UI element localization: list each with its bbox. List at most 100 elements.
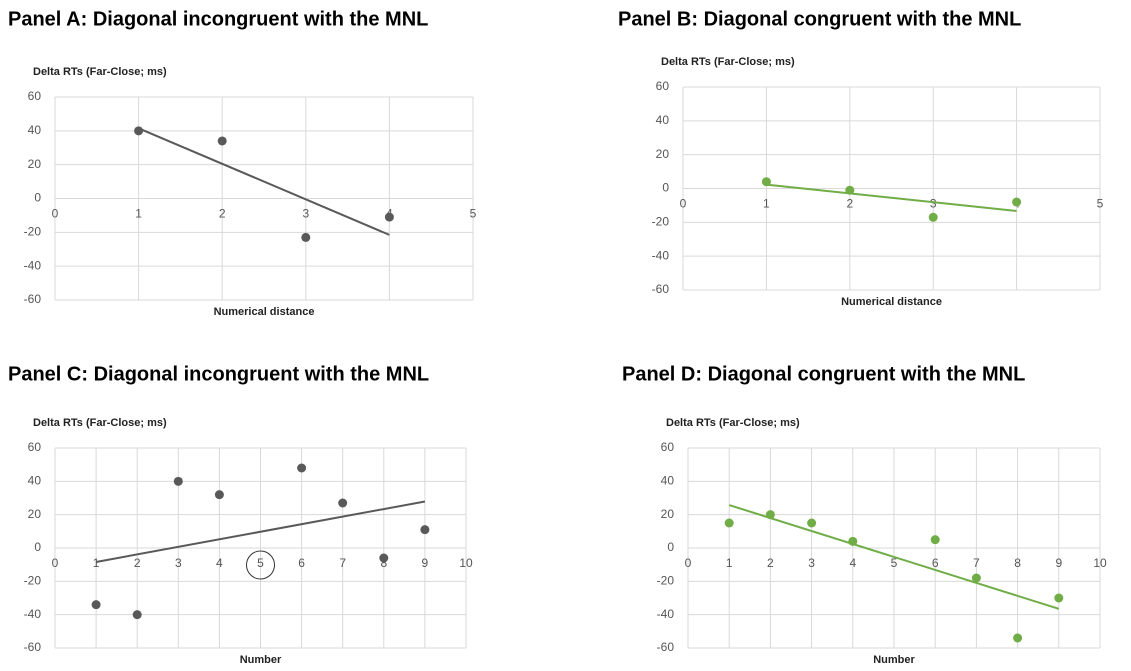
point: [173, 476, 183, 486]
point: [132, 610, 142, 620]
x-axis-title: Number: [240, 654, 282, 666]
x-tick-label: 5: [470, 207, 477, 221]
y-tick-label: 60: [28, 89, 42, 103]
x-tick-label: 2: [134, 556, 141, 570]
point: [338, 498, 348, 508]
point: [379, 553, 389, 563]
x-axis-title: Numerical distance: [214, 306, 315, 318]
point: [765, 510, 775, 520]
x-tick-label: 9: [1055, 556, 1062, 570]
point: [848, 536, 858, 546]
point: [928, 212, 938, 222]
x-tick-label: 2: [846, 197, 853, 211]
point: [1012, 197, 1022, 207]
panel-title: Panel D: Diagonal congruent with the MNL: [622, 363, 1025, 385]
x-tick-label: 0: [685, 556, 692, 570]
point: [384, 212, 394, 222]
x-tick-label: 3: [930, 197, 937, 211]
panel-title: Panel C: Diagonal incongruent with the M…: [8, 363, 429, 385]
point: [91, 600, 101, 610]
y-tick-label: 20: [661, 507, 675, 521]
y-axis-title: Delta RTs (Far-Close; ms): [661, 56, 795, 68]
point: [930, 535, 940, 545]
x-tick-label: 3: [808, 556, 815, 570]
trend-line: [728, 504, 1060, 610]
x-tick-label: 0: [52, 207, 59, 221]
y-tick-label: 0: [662, 181, 669, 195]
y-tick-label: -60: [652, 282, 670, 296]
point: [761, 177, 771, 187]
y-tick-label: -60: [24, 640, 42, 654]
y-axis-title: Delta RTs (Far-Close; ms): [33, 66, 167, 78]
x-tick-label: 3: [302, 207, 309, 221]
point: [807, 518, 817, 528]
point: [1054, 593, 1064, 603]
x-tick-label: 5: [891, 556, 898, 570]
y-axis-title: Delta RTs (Far-Close; ms): [33, 417, 167, 429]
y-tick-label: 40: [28, 123, 42, 137]
x-axis-title: Number: [873, 654, 915, 666]
point: [134, 126, 144, 136]
x-tick-label: 2: [219, 207, 226, 221]
tick-highlight: [246, 550, 275, 580]
x-tick-label: 0: [52, 556, 59, 570]
y-tick-label: 0: [34, 540, 41, 554]
x-tick-label: 1: [763, 197, 770, 211]
y-tick-label: 40: [656, 113, 670, 127]
y-tick-label: 40: [28, 474, 42, 488]
y-tick-label: 60: [656, 79, 670, 93]
point: [1013, 633, 1023, 643]
x-tick-label: 0: [680, 197, 687, 211]
x-tick-label: 8: [1014, 556, 1021, 570]
x-tick-label: 1: [135, 207, 142, 221]
y-tick-label: 0: [34, 191, 41, 205]
x-tick-label: 5: [257, 556, 264, 570]
y-tick-label: -40: [24, 258, 42, 272]
y-tick-label: 60: [661, 440, 675, 454]
y-tick-label: -40: [24, 607, 42, 621]
y-tick-label: 0: [667, 540, 674, 554]
y-tick-label: 20: [28, 157, 42, 171]
y-tick-label: -40: [652, 248, 670, 262]
x-tick-label: 1: [93, 556, 100, 570]
y-tick-label: -20: [657, 574, 675, 588]
x-tick-label: 3: [175, 556, 182, 570]
x-tick-label: 5: [1097, 197, 1104, 211]
y-tick-label: -20: [24, 574, 42, 588]
panel-title: Panel B: Diagonal congruent with the MNL: [618, 8, 1021, 30]
y-tick-label: -40: [657, 607, 675, 621]
point: [724, 518, 734, 528]
point: [301, 232, 311, 242]
y-tick-label: 20: [656, 147, 670, 161]
y-tick-label: -20: [652, 215, 670, 229]
x-tick-label: 7: [339, 556, 346, 570]
point: [297, 463, 307, 473]
point: [420, 525, 430, 535]
y-tick-label: 20: [28, 507, 42, 521]
x-tick-label: 6: [932, 556, 939, 570]
x-axis-title: Numerical distance: [841, 296, 942, 308]
x-tick-label: 9: [422, 556, 429, 570]
point: [971, 573, 981, 583]
x-tick-label: 2: [767, 556, 774, 570]
x-tick-label: 7: [973, 556, 980, 570]
y-axis-title: Delta RTs (Far-Close; ms): [666, 417, 800, 429]
trend-line: [138, 127, 390, 236]
point: [217, 136, 227, 146]
point: [214, 490, 224, 500]
x-tick-label: 4: [849, 556, 856, 570]
x-tick-label: 10: [1093, 556, 1107, 570]
y-tick-label: -20: [24, 225, 42, 239]
trend-line: [95, 500, 426, 563]
y-tick-label: 60: [28, 440, 42, 454]
y-tick-label: -60: [657, 640, 675, 654]
panel-title: Panel A: Diagonal incongruent with the M…: [8, 8, 428, 30]
trend-line: [766, 183, 1017, 212]
y-tick-label: -60: [24, 292, 42, 306]
point: [845, 185, 855, 195]
y-tick-label: 40: [661, 474, 675, 488]
x-tick-label: 6: [298, 556, 305, 570]
x-tick-label: 4: [216, 556, 223, 570]
x-tick-label: 10: [459, 556, 473, 570]
